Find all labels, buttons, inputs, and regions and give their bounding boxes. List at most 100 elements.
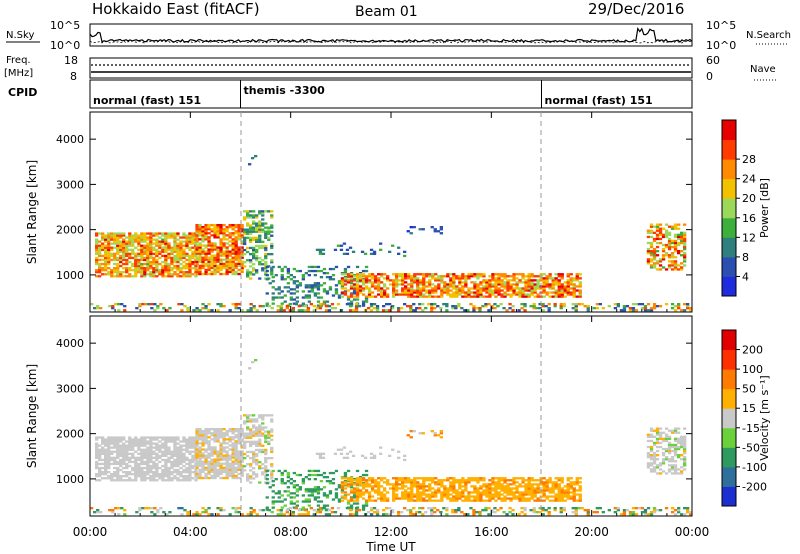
power-cell (167, 269, 171, 272)
power-cell (270, 253, 274, 256)
power-cell (316, 288, 321, 291)
power-cell (355, 285, 360, 288)
power-cell (246, 246, 250, 250)
velocity-cell (673, 464, 678, 467)
velocity-cell (252, 477, 256, 480)
velocity-cell (658, 437, 663, 440)
velocity-cell (110, 458, 114, 462)
velocity-cell (667, 445, 672, 449)
power-cell (557, 295, 561, 298)
velocity-cell (258, 432, 262, 435)
velocity-cell (342, 456, 347, 459)
velocity-cell (377, 485, 381, 488)
velocity-cell (652, 470, 657, 473)
power-cell (655, 241, 660, 245)
power-cell (649, 307, 654, 310)
velocity-cell (377, 493, 381, 496)
velocity-cell (255, 444, 259, 447)
velocity-cell (207, 446, 211, 449)
power-cell (413, 289, 417, 292)
velocity-cell (422, 483, 426, 486)
power-cell (258, 222, 262, 225)
velocity-cell (340, 499, 345, 502)
velocity-cell (95, 464, 99, 468)
power-cell (410, 293, 414, 296)
power-cell (176, 242, 180, 245)
power-cell (255, 216, 259, 219)
velocity-cell (107, 436, 111, 439)
velocity-cell (434, 477, 438, 480)
velocity-cell (176, 448, 180, 451)
velocity-cell (237, 460, 241, 463)
velocity-cell (286, 486, 290, 489)
velocity-cell (182, 438, 186, 441)
velocity-cell (164, 479, 168, 482)
velocity-cell (460, 511, 464, 514)
velocity-cell (575, 489, 579, 492)
velocity-cell (246, 454, 250, 458)
power-cell (255, 224, 259, 227)
power-cell (143, 236, 147, 239)
velocity-cell (149, 468, 153, 472)
velocity-colorbar-swatch (722, 369, 736, 390)
velocity-cell (307, 469, 311, 473)
velocity-cell (331, 482, 336, 485)
velocity-cell (554, 495, 558, 498)
power-cell (523, 303, 527, 306)
velocity-cell (116, 448, 120, 451)
velocity-cell (547, 513, 551, 516)
power-cell (392, 289, 396, 292)
velocity-cell (455, 497, 459, 500)
velocity-cell (219, 466, 223, 469)
velocity-cell (652, 458, 657, 461)
power-cell (392, 279, 396, 282)
power-cell (395, 289, 399, 292)
velocity-cell (246, 414, 250, 417)
power-cell (655, 233, 660, 236)
power-cell (316, 284, 321, 287)
power-cell (240, 268, 244, 272)
velocity-cell (252, 459, 256, 462)
velocity-cell (473, 499, 477, 502)
velocity-cell (375, 511, 380, 514)
power-cell (497, 281, 501, 284)
power-cell (279, 307, 283, 310)
power-cell (117, 309, 121, 312)
velocity-cell (506, 491, 510, 494)
power-cell (467, 273, 471, 276)
power-cell (370, 291, 375, 294)
power-cell (286, 267, 290, 271)
power-cell (198, 244, 202, 247)
power-cell (434, 277, 438, 280)
velocity-cell (342, 446, 347, 449)
power-cell (119, 273, 123, 276)
power-cell (383, 285, 387, 288)
velocity-cell (425, 479, 429, 482)
velocity-cell (261, 414, 265, 417)
velocity-cell (113, 442, 117, 445)
velocity-cell (213, 450, 217, 453)
power-cell (149, 271, 153, 274)
power-cell (228, 250, 232, 253)
velocity-cell (234, 476, 238, 480)
velocity-cell (246, 473, 250, 476)
velocity-cell (114, 507, 118, 510)
power-cell (161, 260, 165, 264)
power-cell (491, 279, 495, 282)
power-cell (680, 241, 684, 245)
power-cell (646, 309, 651, 312)
velocity-cell (292, 496, 296, 499)
velocity-cell (473, 489, 477, 492)
velocity-cell (545, 479, 549, 482)
velocity-cell (167, 475, 171, 478)
velocity-cell (318, 456, 323, 459)
power-cell (140, 244, 144, 247)
velocity-cell (252, 454, 256, 458)
velocity-cell (367, 479, 372, 482)
power-cell (416, 277, 420, 280)
velocity-cell (176, 479, 180, 482)
power-cell (325, 300, 330, 303)
power-cell (545, 293, 549, 296)
velocity-cell (583, 509, 587, 512)
power-cell (119, 236, 123, 239)
